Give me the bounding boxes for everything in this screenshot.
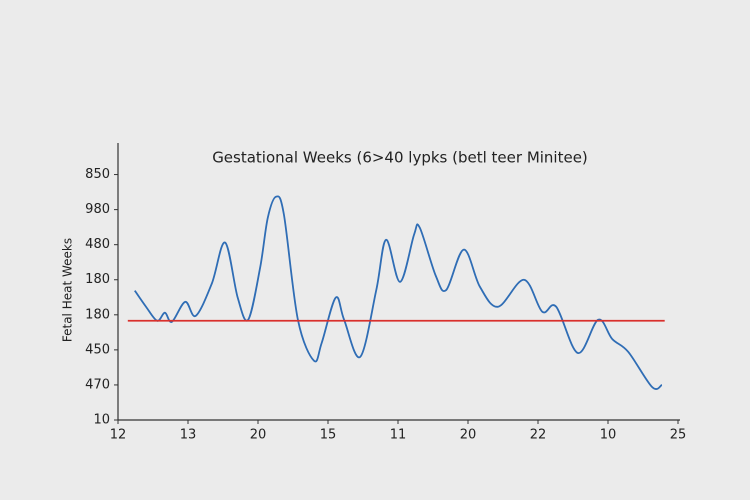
- line-series: [134, 195, 663, 390]
- x-tick-label: 12: [110, 428, 127, 443]
- y-tick-label: 850: [85, 167, 110, 182]
- x-tick-label: 22: [530, 428, 547, 443]
- y-tick-label: 180: [85, 272, 110, 287]
- y-tick-label: 10: [93, 413, 110, 428]
- x-tick-label: 13: [180, 428, 197, 443]
- x-tick-label: 20: [460, 428, 477, 443]
- x-tick-label: 10: [600, 428, 617, 443]
- x-tick-label: 20: [250, 428, 267, 443]
- y-tick-label: 480: [85, 237, 110, 252]
- y-tick-label: 980: [85, 202, 110, 217]
- chart-title: Gestational Weeks (6>40 lypks (betl teer…: [212, 149, 588, 167]
- y-tick-label: 450: [85, 342, 110, 357]
- x-tick-label: 15: [320, 428, 337, 443]
- x-tick-label: 25: [670, 428, 687, 443]
- x-tick-label: 11: [390, 428, 407, 443]
- y-axis-label: Fetal Heat Weeks: [61, 238, 75, 342]
- y-tick-label: 470: [85, 377, 110, 392]
- y-tick-label: 180: [85, 307, 110, 322]
